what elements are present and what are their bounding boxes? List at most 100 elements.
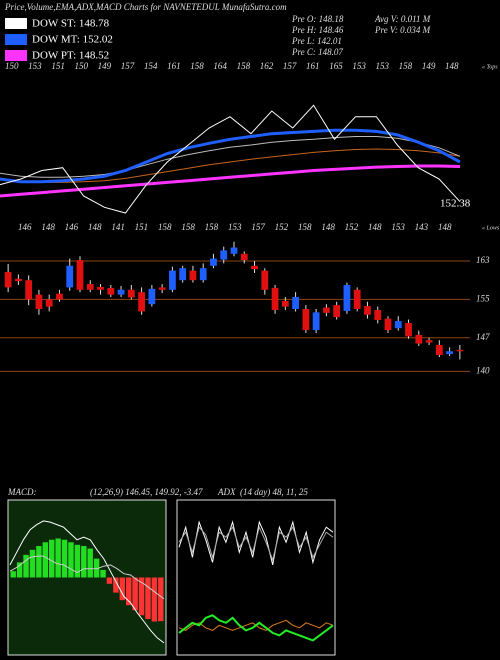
candle-body <box>189 270 197 281</box>
top-label: 149 <box>422 61 436 71</box>
histogram-bar <box>158 577 164 622</box>
low-label: 148 <box>88 222 102 232</box>
candle-body <box>66 265 74 288</box>
histogram-bar <box>151 577 158 622</box>
candle-body <box>15 278 22 282</box>
top-label: 157 <box>121 61 135 71</box>
legend-swatch <box>5 34 27 45</box>
low-label: 143 <box>415 222 429 232</box>
candle-body <box>107 287 115 295</box>
top-label: 148 <box>445 61 459 71</box>
info-text: Pre H: 148.46 <box>291 25 344 35</box>
y-tick-label: 155 <box>476 293 490 303</box>
candle-body <box>210 258 217 266</box>
low-label: 148 <box>438 222 452 232</box>
histogram-bar <box>87 548 93 578</box>
candle-body <box>251 265 258 270</box>
low-label: 141 <box>111 222 125 232</box>
low-label: 146 <box>18 222 32 232</box>
histogram-bar <box>93 558 100 578</box>
low-label: 158 <box>298 222 312 232</box>
series-line <box>0 104 461 214</box>
tops-caption: « Tops <box>482 64 498 70</box>
top-label: 158 <box>190 61 204 71</box>
top-label: 161 <box>306 61 320 71</box>
info-text: Pre O: 148.18 <box>291 14 344 24</box>
candle-body <box>343 285 351 311</box>
candle-body <box>446 351 453 355</box>
candle-body <box>364 306 371 315</box>
low-label: 148 <box>368 222 382 232</box>
top-label: 164 <box>213 61 227 71</box>
candle-body <box>35 294 43 309</box>
top-label: 158 <box>237 61 251 71</box>
top-label: 165 <box>329 61 343 71</box>
candle-body <box>148 288 156 305</box>
candle-body <box>199 268 207 281</box>
histogram-bar <box>55 538 61 578</box>
adx-subtitle: (14 day) 48, 11, 25 <box>240 487 308 497</box>
top-label: 154 <box>144 61 158 71</box>
legend-label: DOW MT: 152.02 <box>32 34 113 46</box>
candle-body <box>4 272 12 288</box>
top-label: 161 <box>167 61 181 71</box>
candle-body <box>86 284 94 290</box>
series-line <box>178 525 334 562</box>
series-line <box>0 128 461 184</box>
top-label: 162 <box>260 61 274 71</box>
candle-body <box>76 260 84 290</box>
series-line <box>9 520 165 644</box>
histogram-bar <box>106 577 113 584</box>
top-label: 150 <box>5 61 19 71</box>
page-title: Price,Volume,EMA,ADX,MACD Charts for NAV… <box>4 2 287 12</box>
candle-body <box>230 247 238 254</box>
low-label: 152 <box>345 222 359 232</box>
y-tick-label: 163 <box>476 255 490 265</box>
histogram-bar <box>68 542 74 578</box>
histogram-bar <box>74 544 81 578</box>
low-label: 157 <box>251 222 265 232</box>
info-text: Pre L: 142.01 <box>291 36 342 46</box>
candle-body <box>435 345 443 356</box>
low-label: 146 <box>65 222 79 232</box>
series-line <box>0 148 461 183</box>
top-label: 150 <box>74 61 88 71</box>
candle-body <box>220 250 228 260</box>
candle-body <box>179 268 187 281</box>
candle-body <box>425 340 433 343</box>
top-label: 158 <box>399 61 413 71</box>
info-text: Pre V: 0.034 M <box>374 25 431 35</box>
candle-body <box>384 318 392 331</box>
info-text: Avg V: 0.011 M <box>374 14 431 24</box>
legend-swatch <box>5 18 27 29</box>
low-label: 158 <box>158 222 172 232</box>
candle-body <box>261 270 269 290</box>
histogram-bar <box>49 539 55 578</box>
y-tick-label: 147 <box>476 332 490 342</box>
top-label: 153 <box>352 61 366 71</box>
low-label: 153 <box>391 222 405 232</box>
histogram-bar <box>23 554 29 578</box>
candle-body <box>292 297 299 309</box>
top-label: 157 <box>283 61 297 71</box>
series-line <box>178 614 334 642</box>
candle-body <box>394 321 402 329</box>
low-label: 148 <box>321 222 335 232</box>
macd-subtitle: (12,26,9) 146.45, 149.92, -3.47 <box>90 487 203 497</box>
histogram-bar <box>16 562 23 578</box>
candle-body <box>323 307 330 313</box>
candle-body <box>127 289 135 298</box>
candle-body <box>353 289 361 309</box>
histogram-bar <box>132 577 138 611</box>
macd-title: MACD: <box>7 487 37 497</box>
candle-body <box>56 293 63 300</box>
histogram-bar <box>138 577 145 616</box>
histogram-bar <box>100 569 106 578</box>
top-label: 149 <box>98 61 112 71</box>
candle-body <box>312 312 320 331</box>
y-tick-label: 140 <box>476 365 490 375</box>
candle-body <box>117 289 125 295</box>
candle-body <box>374 309 382 321</box>
